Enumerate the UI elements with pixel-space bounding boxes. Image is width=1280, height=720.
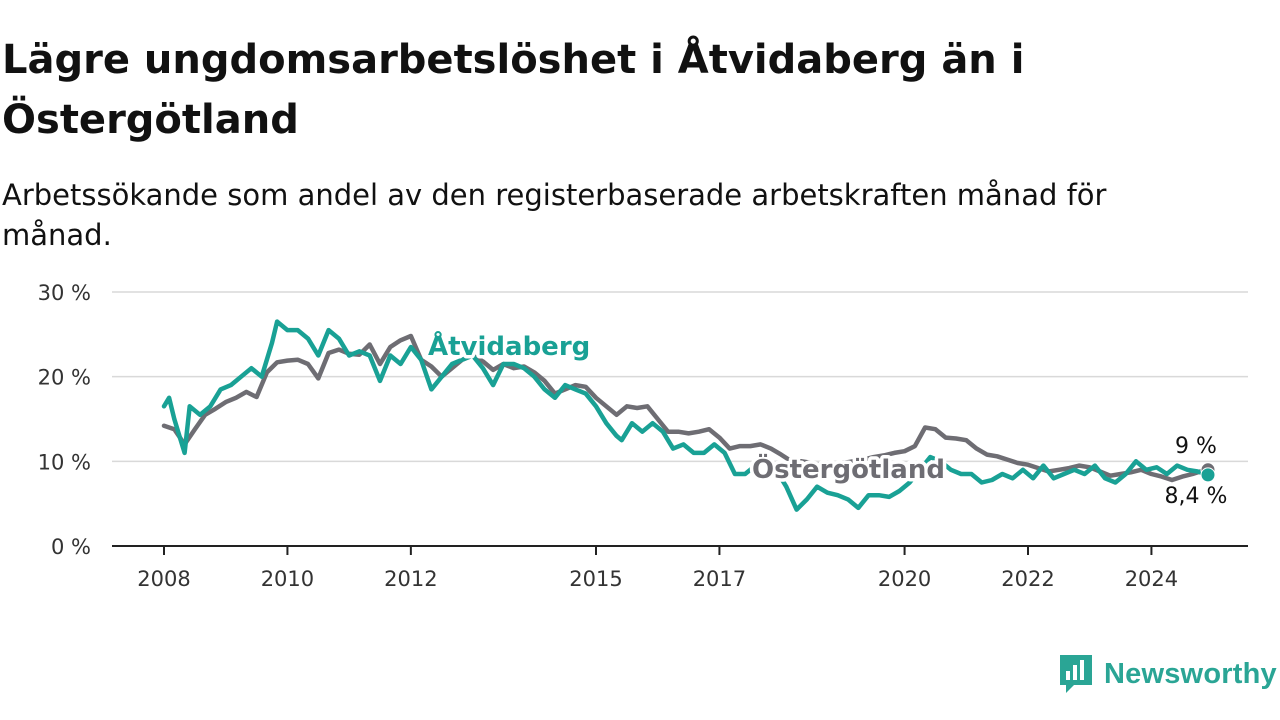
y-tick-label: 10 %	[38, 450, 91, 474]
chart-title: Lägre ungdomsarbetslöshet i Åtvidaberg ä…	[2, 37, 1025, 143]
brand-logo: Newsworthy	[1058, 652, 1277, 696]
x-tick-label: 2017	[693, 567, 746, 591]
series-end-point	[1200, 467, 1216, 483]
series-end-value-label: 8,4 %	[1165, 484, 1228, 509]
x-tick-label: 2020	[878, 567, 931, 591]
newsworthy-logo-icon	[1060, 655, 1092, 693]
x-tick-label: 2015	[569, 567, 622, 591]
x-tick-label: 2012	[384, 567, 437, 591]
x-tick-label: 2022	[1001, 567, 1054, 591]
x-tick-label: 2008	[137, 567, 190, 591]
series-label: Östergötland	[752, 452, 945, 485]
brand-name: Newsworthy	[1104, 657, 1277, 690]
axis-layer: 0 % 10 % 20 % 30 % 2008 2010 2012 2015 2017 2020 2…	[38, 281, 1248, 591]
label-layer: Östergötland Åtvidaberg 9 % 8,4 %	[425, 327, 1230, 512]
grid-layer	[112, 291, 1248, 463]
y-tick-label: 0 %	[51, 535, 91, 559]
series-end-value-label: 9 %	[1175, 434, 1217, 459]
series-label: Åtvidaberg	[428, 330, 590, 362]
series-line-atvidaberg	[161, 319, 1211, 512]
x-tick-label: 2024	[1125, 567, 1178, 591]
series-layer	[161, 319, 1216, 512]
y-tick-label: 30 %	[38, 281, 91, 305]
y-tick-label: 20 %	[38, 366, 91, 390]
series-line-ostergotland	[161, 333, 1211, 483]
chart-subtitle: Arbetssökande som andel av den registerb…	[2, 178, 1107, 252]
x-tick-label: 2010	[261, 567, 314, 591]
